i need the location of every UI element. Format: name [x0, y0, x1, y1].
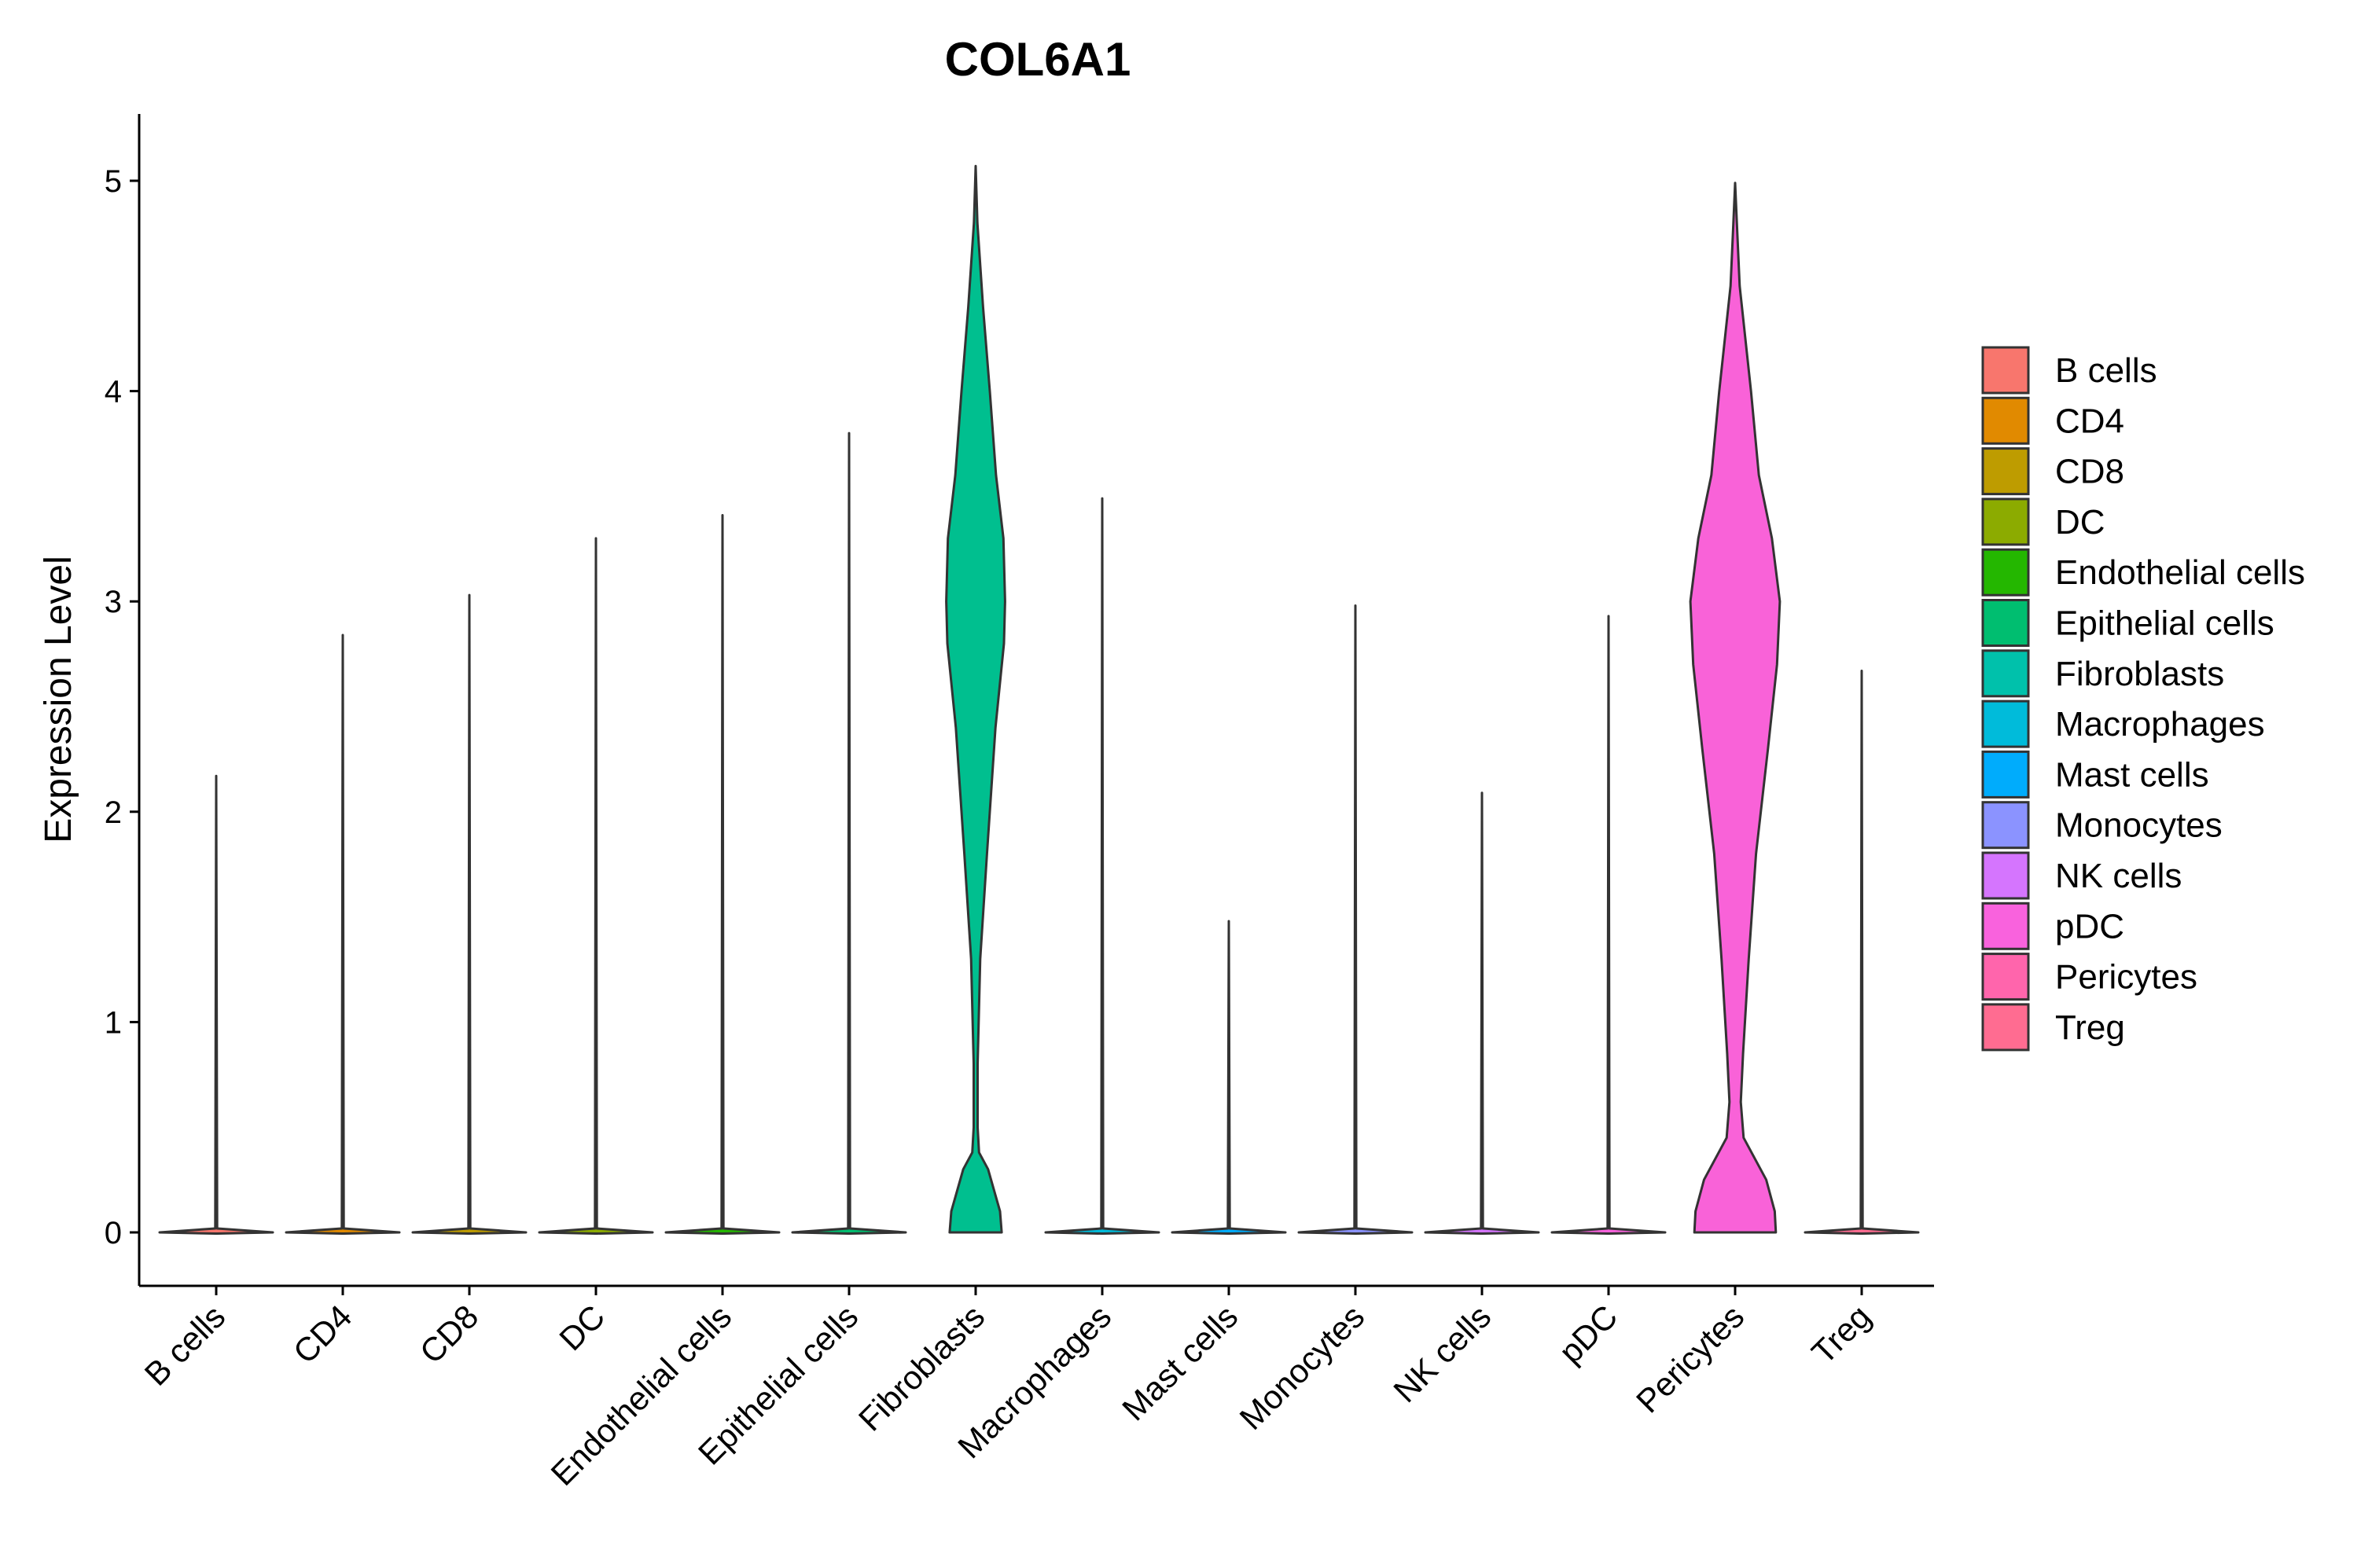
x-tick-label-cd4: CD4 — [286, 1298, 359, 1371]
legend-label-endothelial-cells: Endothelial cells — [2055, 553, 2305, 592]
y-ticks: 0 1 2 3 4 5 — [105, 164, 139, 1250]
violin-nk-cells — [1424, 791, 1540, 1235]
x-tick-label-b-cells: B cells — [138, 1298, 233, 1393]
legend-label-cd4: CD4 — [2055, 402, 2124, 440]
x-tick-label-dc: DC — [552, 1298, 612, 1357]
legend-swatch-monocytes — [1981, 801, 2030, 850]
legend-swatch-macrophages — [1981, 700, 2030, 748]
violin-b-cells — [158, 774, 274, 1235]
legend-swatch-fibroblasts — [1981, 649, 2030, 698]
violin-marks — [158, 164, 1920, 1235]
violin-cd8 — [411, 593, 528, 1235]
y-tick-label: 3 — [105, 585, 122, 619]
legend-label-dc: DC — [2055, 503, 2105, 542]
legend-swatch-treg — [1981, 1003, 2030, 1052]
legend-swatch-nk-cells — [1981, 851, 2030, 900]
legend-swatch-mast-cells — [1981, 750, 2030, 799]
x-tick-label-nk-cells: NK cells — [1386, 1298, 1498, 1409]
violin-dc — [538, 537, 654, 1235]
legend-label-cd8: CD8 — [2055, 453, 2124, 491]
legend-swatch-cd8 — [1981, 447, 2030, 496]
y-tick-label: 1 — [105, 1005, 122, 1040]
x-tick-label-monocytes: Monocytes — [1233, 1298, 1372, 1437]
x-tick-label-fibroblasts: Fibroblasts — [851, 1298, 991, 1438]
legend-swatch-epithelial-cells — [1981, 599, 2030, 647]
chart-title: COL6A1 — [945, 33, 1131, 86]
legend-label-nk-cells: NK cells — [2055, 857, 2182, 895]
y-tick-label: 5 — [105, 164, 122, 199]
y-tick-label: 0 — [105, 1216, 122, 1250]
legend-swatch-pericytes — [1981, 953, 2030, 1001]
violin-pdc — [1550, 615, 1667, 1235]
violin-macrophages — [1044, 497, 1160, 1235]
legend-label-fibroblasts: Fibroblasts — [2055, 655, 2224, 693]
x-tick-label-pericytes: Pericytes — [1629, 1298, 1751, 1419]
violin-cd4 — [285, 633, 401, 1235]
legend-swatch-b-cells — [1981, 346, 2030, 395]
legend-swatch-cd4 — [1981, 396, 2030, 445]
legend-swatch-pdc — [1981, 902, 2030, 950]
x-tick-label-pdc: pDC — [1552, 1298, 1625, 1371]
legend-label-pericytes: Pericytes — [2055, 958, 2197, 997]
legend: B cells CD4 CD8 DC Endothelial cells Epitheli… — [1981, 346, 2305, 1052]
violin-monocytes — [1297, 604, 1414, 1235]
legend-label-b-cells: B cells — [2055, 351, 2157, 390]
legend-swatch-endothelial-cells — [1981, 548, 2030, 597]
legend-label-treg: Treg — [2055, 1008, 2125, 1047]
y-tick-label: 2 — [105, 795, 122, 830]
violin-endothelial-cells — [664, 513, 781, 1235]
x-tick-label-treg: Treg — [1804, 1298, 1877, 1371]
legend-label-pdc: pDC — [2055, 907, 2124, 946]
violin-mast-cells — [1171, 920, 1287, 1235]
legend-label-macrophages: Macrophages — [2055, 705, 2265, 744]
violin-epithelial-cells — [791, 431, 907, 1235]
legend-label-monocytes: Monocytes — [2055, 806, 2223, 845]
y-tick-label: 4 — [105, 375, 122, 409]
legend-label-epithelial-cells: Epithelial cells — [2055, 604, 2274, 643]
legend-label-mast-cells: Mast cells — [2055, 755, 2209, 794]
y-axis-label: Expression Level — [38, 556, 79, 843]
x-tick-label-mast-cells: Mast cells — [1115, 1298, 1245, 1427]
violin-pericytes — [1689, 182, 1782, 1234]
violin-treg — [1804, 670, 1920, 1235]
x-tick-label-cd8: CD8 — [413, 1298, 486, 1371]
legend-swatch-dc — [1981, 498, 2030, 546]
violin-fibroblasts — [945, 164, 1006, 1234]
